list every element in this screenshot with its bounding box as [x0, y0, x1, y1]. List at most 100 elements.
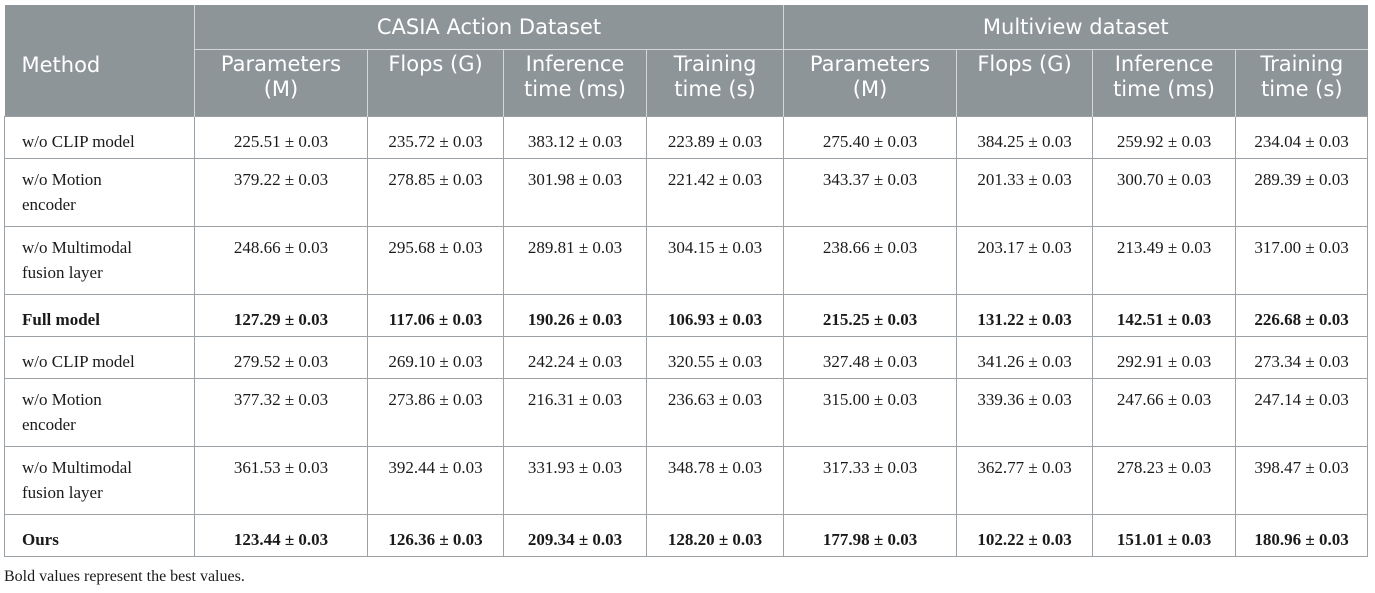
value-cell: 384.25 ± 0.03 [956, 116, 1094, 159]
method-label-line: Ours [22, 530, 59, 549]
column-header-line: Inference [525, 52, 625, 76]
value-cell: 242.24 ± 0.03 [503, 336, 647, 379]
value-cell: 361.53 ± 0.03 [194, 446, 368, 515]
value-cell: 215.25 ± 0.03 [783, 294, 958, 337]
value-cell: 226.68 ± 0.03 [1235, 294, 1369, 337]
header-method: Method [4, 5, 195, 117]
table-footnote: Bold values represent the best values. [4, 568, 245, 585]
results-table: Method CASIA Action Dataset Multiview da… [4, 5, 1369, 557]
value-cell: 201.33 ± 0.03 [956, 158, 1094, 227]
method-cell: w/o Motion encoder [4, 378, 195, 447]
value-cell: 273.86 ± 0.03 [367, 378, 504, 447]
value-cell: 234.04 ± 0.03 [1235, 116, 1369, 159]
method-label-line: w/o Multimodal [22, 238, 133, 257]
table-row: w/o Multimodal fusion layer 361.53 ± 0.03 3… [4, 446, 1369, 515]
value-cell: 216.31 ± 0.03 [503, 378, 647, 447]
column-header-line: time (s) [1261, 77, 1343, 101]
value-cell: 317.00 ± 0.03 [1235, 226, 1369, 295]
method-label-line: w/o Multimodal [22, 458, 133, 477]
value-cell: 278.85 ± 0.03 [367, 158, 504, 227]
value-cell: 343.37 ± 0.03 [783, 158, 958, 227]
value-cell: 247.14 ± 0.03 [1235, 378, 1369, 447]
method-label-line: encoder [22, 415, 76, 434]
value-cell: 223.89 ± 0.03 [645, 116, 785, 159]
method-cell: Ours [4, 514, 195, 557]
value-cell: 315.00 ± 0.03 [783, 378, 958, 447]
value-cell: 247.66 ± 0.03 [1092, 378, 1237, 447]
column-header-line: Flops (G) [388, 52, 483, 76]
table-row: w/o Motion encoder 379.22 ± 0.03 278.85 ± 0… [4, 158, 1369, 227]
value-cell: 289.81 ± 0.03 [503, 226, 647, 295]
value-cell: 278.23 ± 0.03 [1092, 446, 1237, 515]
value-cell: 123.44 ± 0.03 [194, 514, 368, 557]
column-header-line: Inference [1114, 52, 1214, 76]
table-row: w/o CLIP model 279.52 ± 0.03 269.10 ± 0.03… [4, 336, 1369, 379]
column-header: Inference time (ms) [1092, 49, 1237, 117]
value-cell: 151.01 ± 0.03 [1092, 514, 1237, 557]
column-header-line: Parameters [809, 52, 931, 76]
value-cell: 383.12 ± 0.03 [503, 116, 647, 159]
column-header-line: Training [1260, 52, 1344, 76]
value-cell: 275.40 ± 0.03 [783, 116, 958, 159]
column-header-line: time (s) [674, 77, 756, 101]
value-cell: 379.22 ± 0.03 [194, 158, 368, 227]
table-row: w/o Motion encoder 377.32 ± 0.03 273.86 ± 0… [4, 378, 1369, 447]
method-cell: w/o Multimodal fusion layer [4, 226, 195, 295]
value-cell: 269.10 ± 0.03 [367, 336, 504, 379]
value-cell: 225.51 ± 0.03 [194, 116, 368, 159]
results-table-container: Method CASIA Action Dataset Multiview da… [4, 5, 1369, 557]
method-label-line: w/o Motion [22, 170, 102, 189]
column-header-line: Training [673, 52, 757, 76]
value-cell: 279.52 ± 0.03 [194, 336, 368, 379]
column-header-line: time (ms) [1113, 77, 1215, 101]
value-cell: 248.66 ± 0.03 [194, 226, 368, 295]
method-label-line: Full model [22, 310, 100, 329]
value-cell: 106.93 ± 0.03 [645, 294, 785, 337]
table-row: w/o Multimodal fusion layer 248.66 ± 0.03 2… [4, 226, 1369, 295]
method-cell: w/o CLIP model [4, 116, 195, 159]
table-row: Ours 123.44 ± 0.03 126.36 ± 0.03 209.34 ± 0… [4, 514, 1369, 557]
method-label-line: w/o Motion [22, 390, 102, 409]
method-cell: Full model [4, 294, 195, 337]
column-header: Training time (s) [1235, 49, 1368, 117]
column-header: Flops (G) [367, 49, 504, 117]
value-cell: 348.78 ± 0.03 [645, 446, 785, 515]
value-cell: 177.98 ± 0.03 [783, 514, 958, 557]
value-cell: 127.29 ± 0.03 [194, 294, 368, 337]
value-cell: 292.91 ± 0.03 [1092, 336, 1237, 379]
value-cell: 117.06 ± 0.03 [367, 294, 504, 337]
value-cell: 320.55 ± 0.03 [645, 336, 785, 379]
value-cell: 304.15 ± 0.03 [645, 226, 785, 295]
value-cell: 190.26 ± 0.03 [503, 294, 647, 337]
column-header: Parameters (M) [194, 49, 368, 117]
header-group-casia: CASIA Action Dataset [194, 5, 785, 50]
table-row: Full model 127.29 ± 0.03 117.06 ± 0.03 190.… [4, 294, 1369, 337]
value-cell: 362.77 ± 0.03 [956, 446, 1094, 515]
value-cell: 295.68 ± 0.03 [367, 226, 504, 295]
column-header: Inference time (ms) [503, 49, 647, 117]
column-header-line: (M) [852, 77, 888, 101]
value-cell: 126.36 ± 0.03 [367, 514, 504, 557]
value-cell: 128.20 ± 0.03 [645, 514, 785, 557]
value-cell: 203.17 ± 0.03 [956, 226, 1094, 295]
method-label-line: w/o CLIP model [22, 132, 135, 151]
method-cell: w/o CLIP model [4, 336, 195, 379]
value-cell: 339.36 ± 0.03 [956, 378, 1094, 447]
method-cell: w/o Multimodal fusion layer [4, 446, 195, 515]
column-header: Flops (G) [956, 49, 1094, 117]
method-label-line: fusion layer [22, 483, 103, 502]
value-cell: 209.34 ± 0.03 [503, 514, 647, 557]
value-cell: 377.32 ± 0.03 [194, 378, 368, 447]
value-cell: 341.26 ± 0.03 [956, 336, 1094, 379]
value-cell: 131.22 ± 0.03 [956, 294, 1094, 337]
value-cell: 180.96 ± 0.03 [1235, 514, 1369, 557]
column-header: Parameters (M) [783, 49, 958, 117]
column-header: Training time (s) [646, 49, 785, 117]
value-cell: 289.39 ± 0.03 [1235, 158, 1369, 227]
column-header-line: (M) [263, 77, 299, 101]
value-cell: 235.72 ± 0.03 [367, 116, 504, 159]
value-cell: 236.63 ± 0.03 [645, 378, 785, 447]
value-cell: 213.49 ± 0.03 [1092, 226, 1237, 295]
method-label-line: w/o CLIP model [22, 352, 135, 371]
header-group-multiview: Multiview dataset [783, 5, 1368, 50]
